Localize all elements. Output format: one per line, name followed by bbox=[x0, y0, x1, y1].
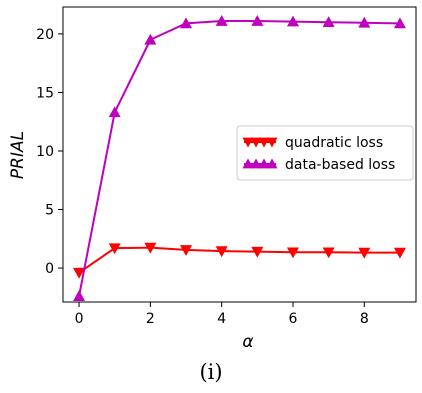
legend-entry-0: quadratic loss bbox=[242, 135, 383, 151]
x-tick-label: 6 bbox=[289, 311, 298, 327]
figure-caption: (i) bbox=[199, 360, 223, 384]
series-line-1 bbox=[78, 20, 400, 297]
y-axis-ticks: 0 5 10 15 20 bbox=[36, 27, 63, 277]
plot-area bbox=[62, 6, 417, 303]
y-tick-label: 15 bbox=[36, 85, 54, 101]
legend-marker bbox=[242, 158, 254, 169]
data-point bbox=[393, 247, 406, 259]
legend-marker bbox=[258, 158, 270, 169]
data-point bbox=[215, 15, 228, 26]
data-point bbox=[393, 17, 406, 29]
x-tick-label: 2 bbox=[146, 311, 155, 327]
y-axis-label: PRIAL bbox=[8, 131, 28, 179]
prial-line-chart: 0 2 4 6 8 0 5 10 15 20 α PRIAL quadratic loss dat… bbox=[8, 6, 417, 352]
data-point bbox=[286, 15, 299, 27]
data-point bbox=[108, 243, 121, 255]
x-axis-label: α bbox=[242, 332, 253, 352]
data-point bbox=[322, 247, 335, 259]
data-point bbox=[180, 17, 193, 29]
legend-box bbox=[236, 125, 414, 181]
data-point bbox=[144, 33, 157, 45]
data-point bbox=[73, 267, 86, 279]
legend-marker bbox=[242, 137, 254, 148]
data-point bbox=[108, 106, 121, 118]
legend: quadratic loss data-based loss bbox=[236, 125, 414, 181]
legend-label: data-based loss bbox=[285, 157, 395, 173]
data-point bbox=[358, 247, 371, 259]
data-point bbox=[251, 246, 264, 258]
legend-entry-1: data-based loss bbox=[242, 157, 395, 173]
data-point bbox=[358, 16, 371, 28]
legend-marker bbox=[266, 158, 278, 169]
legend-label: quadratic loss bbox=[285, 135, 383, 151]
data-point bbox=[286, 247, 299, 259]
data-point bbox=[215, 246, 228, 258]
y-tick-label: 10 bbox=[36, 144, 54, 160]
x-axis-ticks: 0 2 4 6 8 bbox=[75, 302, 369, 327]
data-point bbox=[322, 16, 335, 28]
x-tick-label: 8 bbox=[360, 311, 369, 327]
data-point bbox=[73, 290, 86, 301]
axes-frame bbox=[62, 6, 417, 303]
legend-marker bbox=[250, 137, 262, 148]
y-tick-label: 5 bbox=[45, 203, 54, 219]
legend-marker bbox=[258, 137, 270, 148]
legend-marker bbox=[250, 158, 262, 169]
x-tick-label: 0 bbox=[75, 311, 84, 327]
data-point bbox=[144, 242, 157, 254]
data-point bbox=[180, 245, 193, 256]
series-line-0 bbox=[78, 246, 400, 274]
y-tick-label: 20 bbox=[36, 27, 54, 43]
y-tick-label: 0 bbox=[45, 261, 54, 277]
x-tick-label: 4 bbox=[217, 311, 226, 327]
data-point bbox=[251, 15, 264, 26]
legend-marker bbox=[266, 137, 278, 148]
